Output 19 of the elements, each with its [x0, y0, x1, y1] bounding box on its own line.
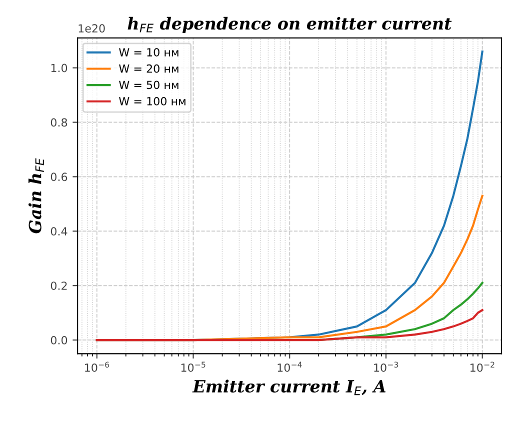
legend-label: W = 20 нм [119, 64, 178, 73]
chart-title: h$_{FE}$ dependence on emitter current [128, 16, 452, 34]
y-axis-title: Gain h$_{FE}$ [28, 158, 44, 234]
y-tick-label: 1.0 [51, 64, 68, 72]
x-tick-label: 10$^{−3}$ [374, 362, 398, 372]
x-axis-title: Emitter current I$_{E}$, A [192, 380, 386, 396]
x-tick-label: 10$^{−4}$ [278, 362, 302, 372]
x-tick-label: 10$^{−2}$ [470, 362, 494, 372]
x-tick-label: 10$^{−6}$ [85, 362, 110, 372]
text: 1e20 [78, 24, 105, 33]
y-tick-label: 0.4 [50, 227, 68, 236]
y-tick-label: 0.8 [50, 118, 68, 127]
y-tick-label: 0.0 [50, 336, 68, 344]
legend-label: W = 50 нм [119, 80, 178, 90]
legend-label: W = 10 нм [119, 48, 178, 56]
x-tick-label: 10$^{−5}$ [181, 362, 206, 372]
y-tick-label: 0.2 [50, 282, 67, 290]
legend-label: W = 100 нм [119, 97, 186, 106]
y-tick-label: 0.6 [50, 172, 68, 182]
